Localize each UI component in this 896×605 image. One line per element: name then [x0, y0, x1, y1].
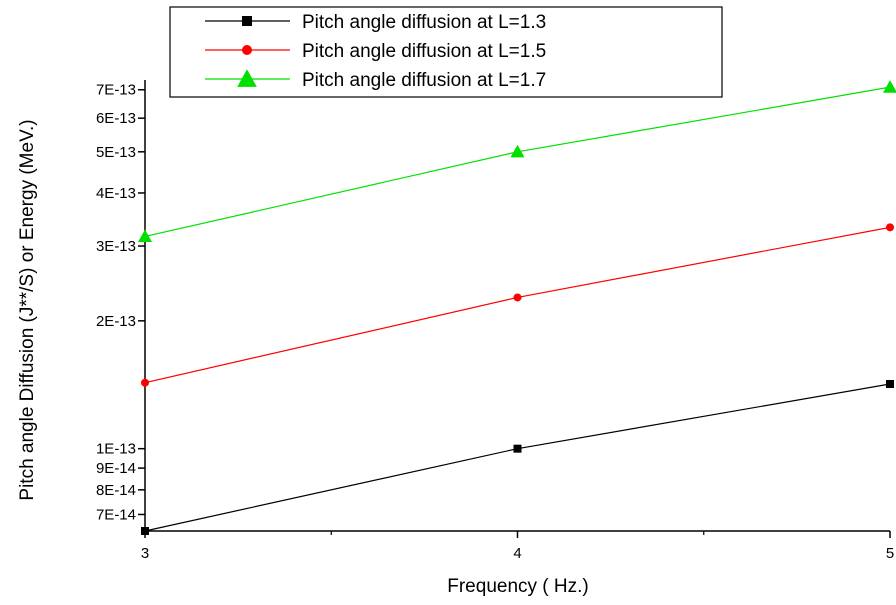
- data-point-triangle: [510, 144, 525, 158]
- y-tick-label: 7E-14: [96, 506, 136, 523]
- data-point-triangle: [883, 80, 896, 93]
- legend-label: Pitch angle diffusion at L=1.3: [302, 12, 546, 33]
- y-tick-label: 8E-14: [96, 482, 136, 499]
- data-point-triangle: [237, 69, 257, 87]
- data-point-triangle: [138, 229, 152, 243]
- legend-box: [169, 6, 723, 98]
- data-point-square: [242, 16, 252, 26]
- y-tick-label: 2E-13: [96, 313, 136, 330]
- data-point-square: [141, 527, 149, 535]
- y-tick-label: 1E-13: [96, 441, 136, 458]
- y-tick-label: 6E-13: [96, 110, 136, 127]
- x-tick-label: 3: [141, 545, 149, 562]
- x-tick-label: 4: [513, 545, 521, 562]
- series-line: [144, 86, 891, 238]
- series-line: [144, 383, 891, 532]
- series-line: [144, 226, 891, 384]
- data-point-circle: [141, 378, 149, 387]
- x-tick-label: 5: [886, 545, 894, 562]
- data-point-circle: [513, 293, 522, 302]
- y-tick-label: 7E-13: [96, 82, 136, 99]
- series: [141, 379, 894, 535]
- data-point-square: [886, 379, 894, 388]
- legend: Pitch angle diffusion at L=1.3 Pitch angl…: [169, 6, 723, 98]
- legend-label: Pitch angle diffusion at L=1.5: [302, 41, 546, 62]
- y-tick-label: 5E-13: [96, 144, 136, 161]
- series-group: [138, 80, 896, 535]
- y-tick-label: 4E-13: [96, 185, 136, 202]
- y-tick-label: 3E-13: [96, 238, 136, 255]
- x-axis-title: Frequency ( Hz.): [447, 576, 588, 597]
- y-axis-title: Pitch angle Diffusion (J**/S) or Energy …: [17, 119, 38, 500]
- data-point-circle: [242, 45, 252, 55]
- legend-label: Pitch angle diffusion at L=1.7: [302, 70, 546, 91]
- series: [141, 223, 894, 387]
- axes: 3 4 5 7E-14 8E-14 9E-14 1E-13 2E-13 3E-13 4E-13 5E…: [96, 80, 894, 562]
- series: [138, 80, 896, 243]
- data-point-circle: [886, 223, 894, 232]
- data-point-square: [513, 444, 522, 453]
- y-tick-label: 9E-14: [96, 460, 136, 477]
